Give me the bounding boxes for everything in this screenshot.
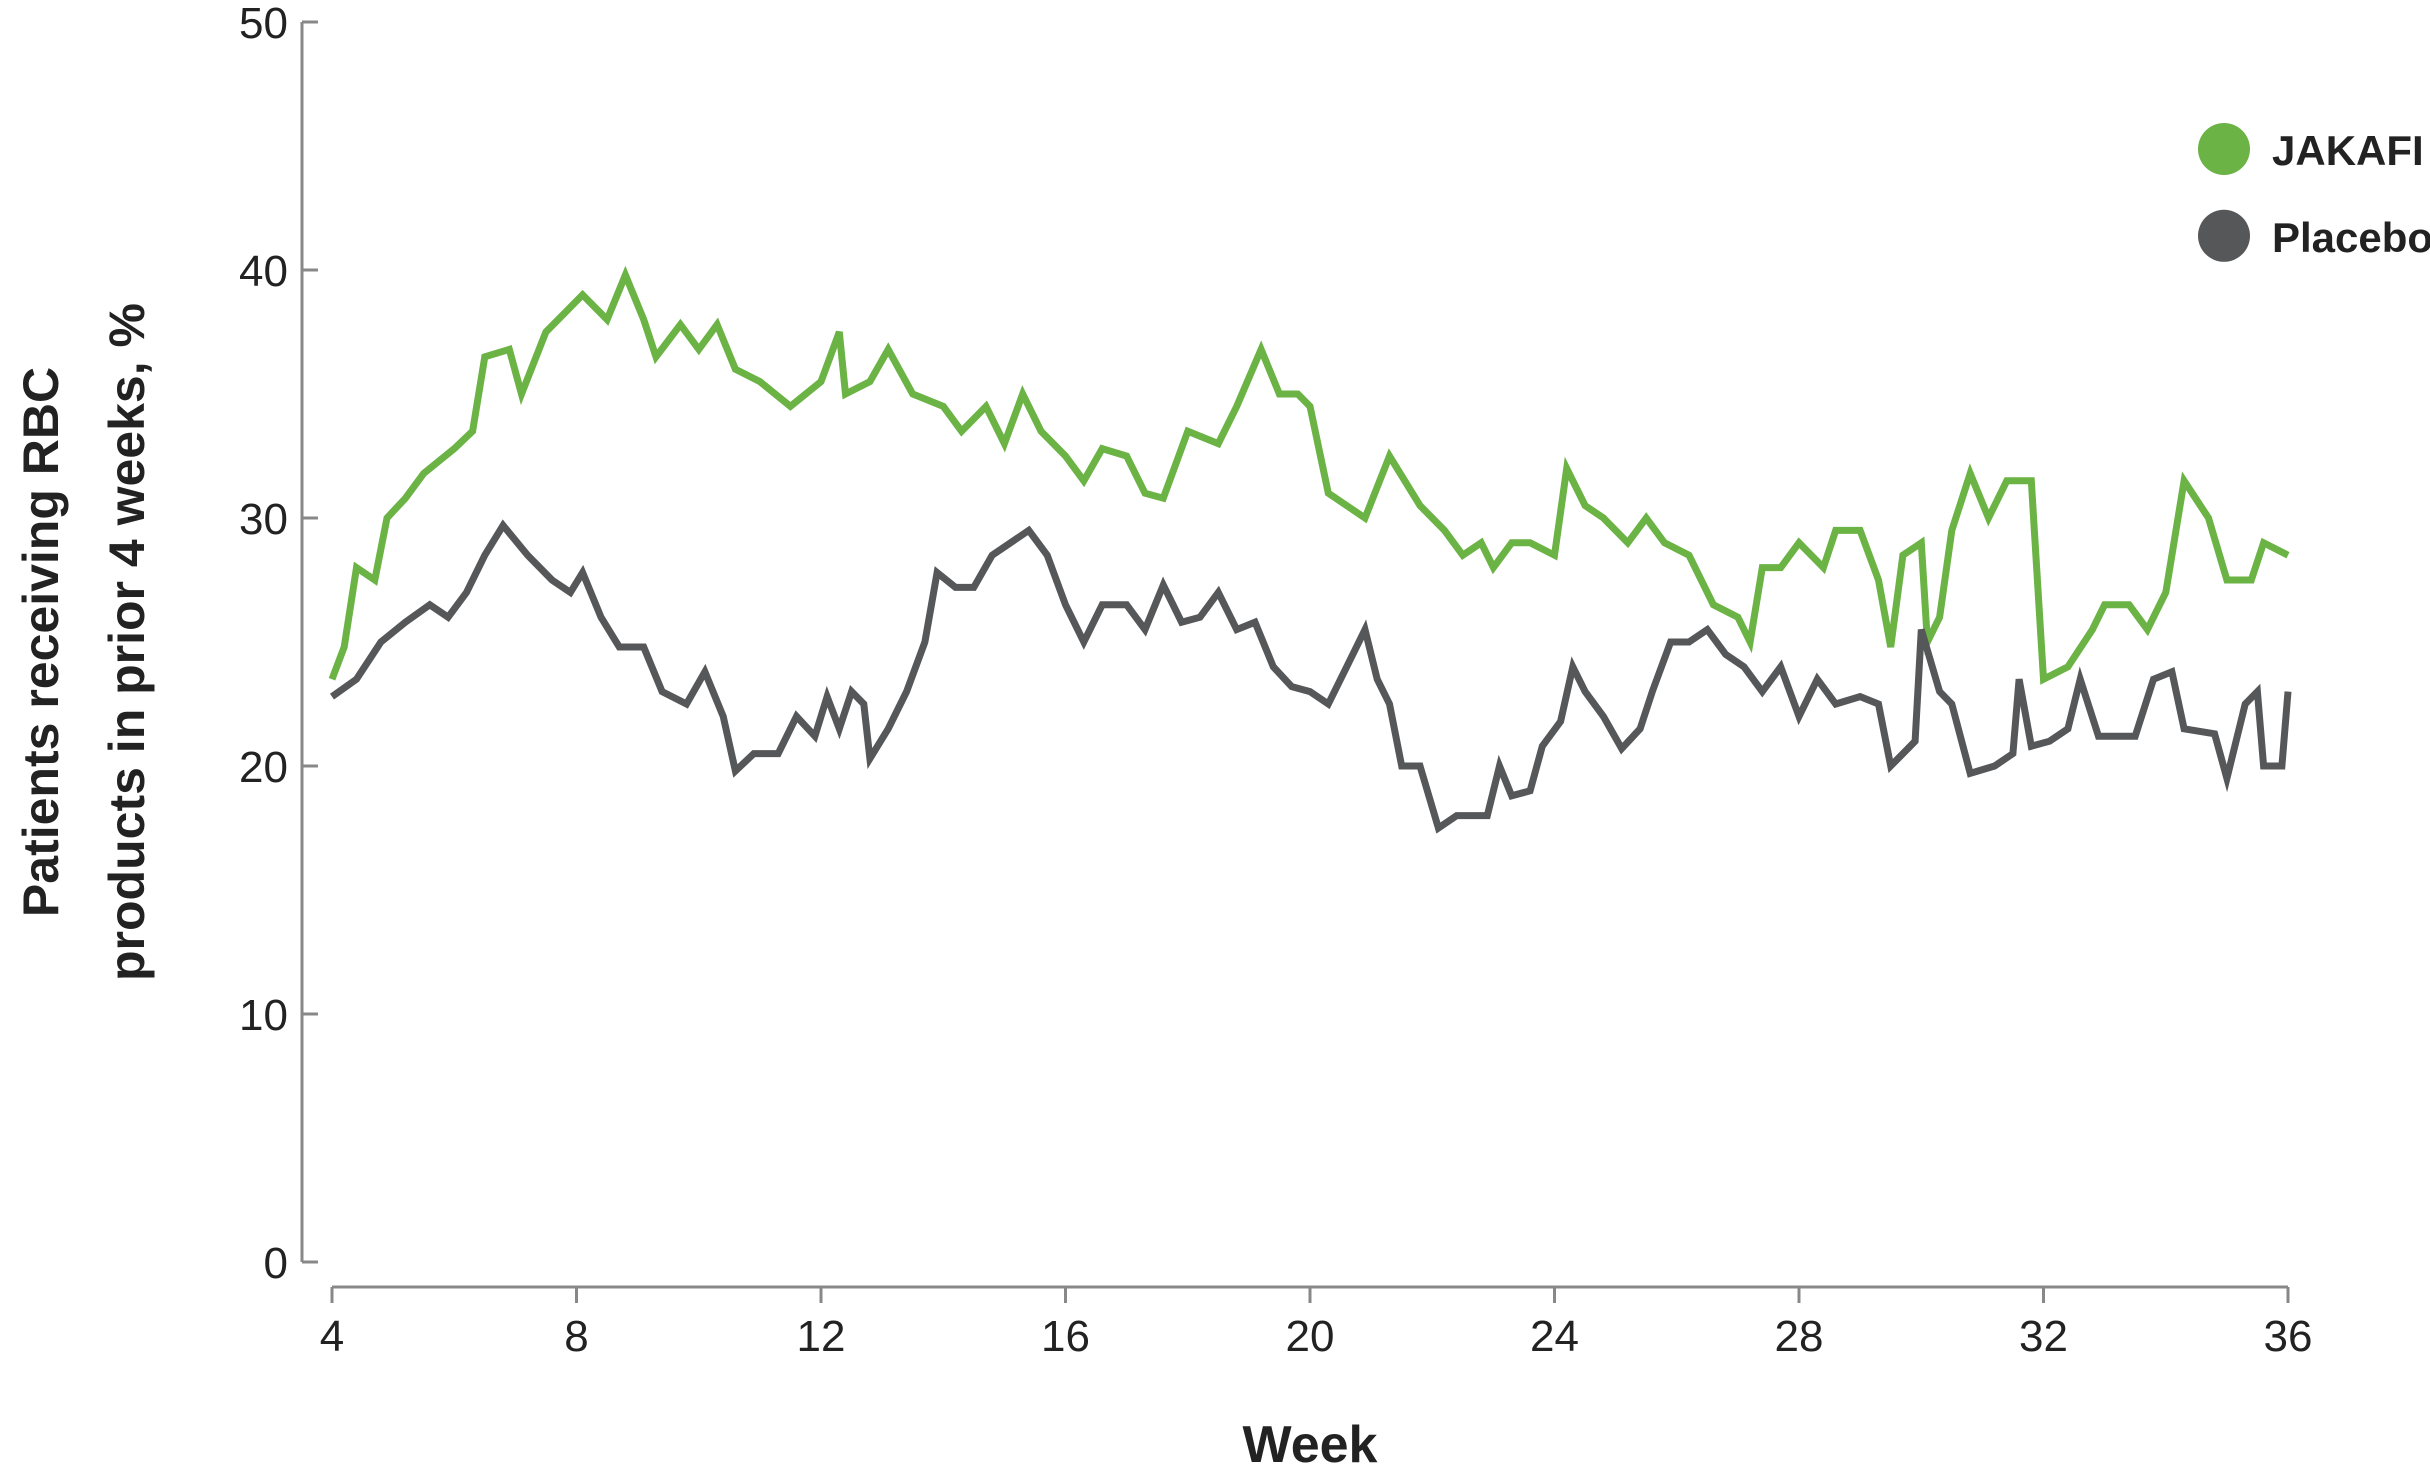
x-tick-label: 20	[1286, 1312, 1335, 1361]
y-axis-label-line: Patients receiving RBC	[13, 367, 69, 917]
x-tick-label: 32	[2019, 1312, 2068, 1361]
y-tick-label: 20	[239, 743, 288, 792]
x-tick-label: 36	[2264, 1312, 2313, 1361]
legend-marker	[2198, 123, 2250, 175]
y-tick-label: 40	[239, 247, 288, 296]
y-tick-label: 50	[239, 0, 288, 48]
y-axis-label-line: products in prior 4 weeks, %	[99, 303, 155, 981]
x-tick-label: 28	[1775, 1312, 1824, 1361]
legend-label: JAKAFI	[2272, 127, 2424, 174]
x-tick-label: 12	[797, 1312, 846, 1361]
y-tick-label: 10	[239, 991, 288, 1040]
x-tick-label: 8	[564, 1312, 588, 1361]
x-axis-label: Week	[1243, 1416, 1378, 1470]
series-line	[329, 519, 2292, 834]
x-tick-label: 24	[1530, 1312, 1579, 1361]
x-tick-label: 16	[1041, 1312, 1090, 1361]
y-tick-label: 30	[239, 495, 288, 544]
y-tick-label: 0	[264, 1239, 288, 1288]
legend-marker	[2198, 209, 2250, 262]
y-axis-label: Patients receiving RBC products in prior …	[13, 303, 155, 981]
series-line	[328, 265, 2290, 685]
x-tick-label: 4	[320, 1312, 344, 1361]
legend-label: Placebo	[2272, 214, 2430, 261]
